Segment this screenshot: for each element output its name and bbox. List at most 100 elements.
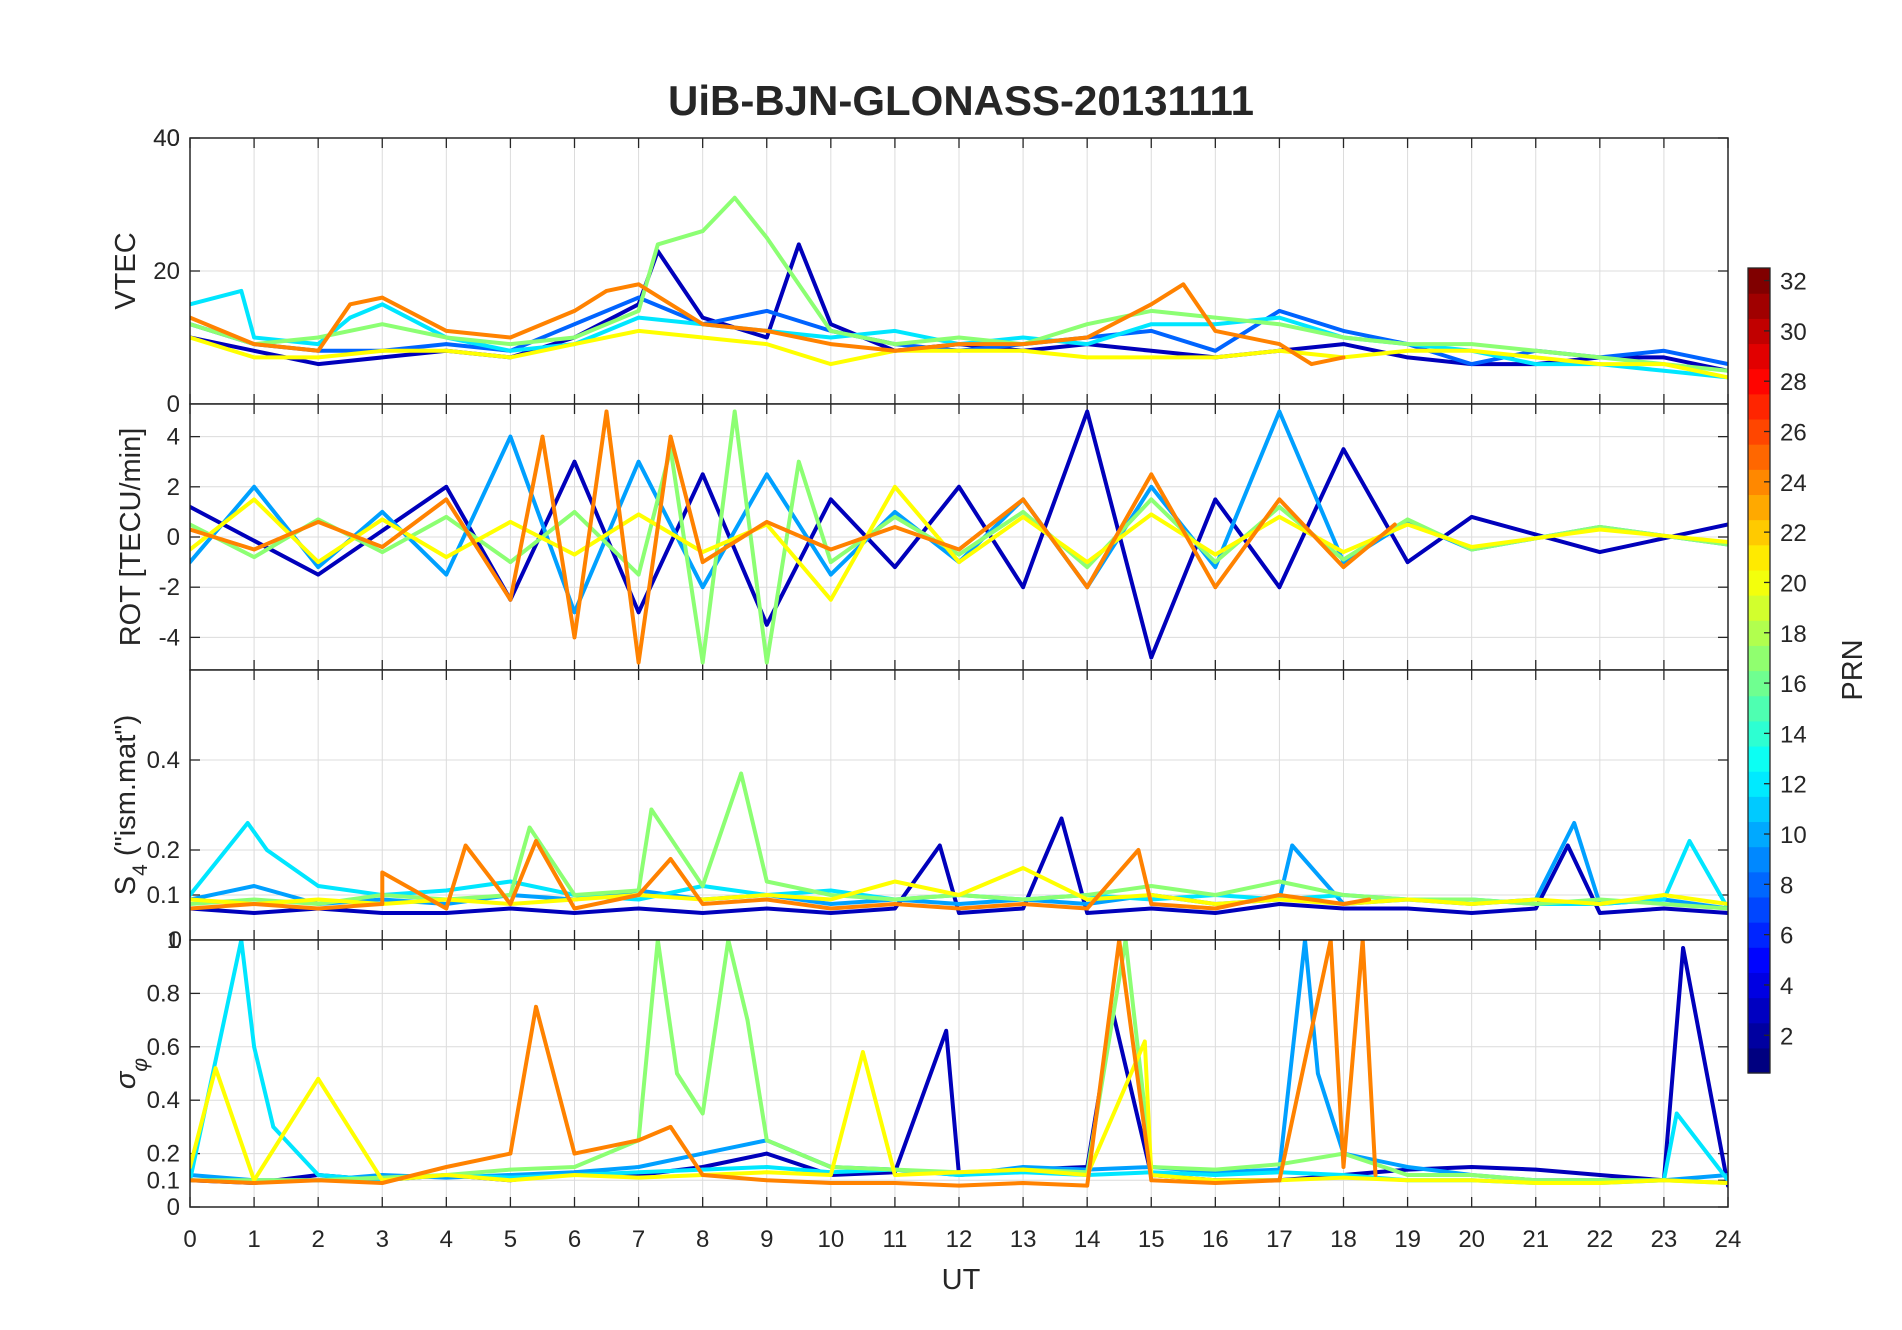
point-prn-2 (508, 906, 513, 911)
point-prn-17 (1405, 342, 1410, 346)
point-prn-17 (1341, 335, 1346, 340)
point-prn-17 (732, 409, 737, 414)
point-prn-23 (1021, 1181, 1025, 1185)
point-prn-12 (239, 289, 244, 293)
point-prn-23 (380, 545, 385, 549)
point-prn-23 (1136, 848, 1141, 852)
point-prn-2 (1662, 355, 1666, 360)
point-prn-2 (1277, 585, 1282, 589)
point-prn-23 (604, 409, 609, 414)
point-prn-20 (444, 1173, 449, 1177)
point-prn-17 (316, 902, 321, 906)
point-prn-2 (572, 459, 577, 464)
point-prn-20 (829, 597, 833, 602)
point-prn-20 (957, 560, 961, 564)
point-prn-17 (829, 329, 833, 333)
point-prn-23 (1085, 585, 1089, 589)
point-prn-23 (829, 1181, 833, 1185)
y-tick-label: 0.1 (147, 1167, 180, 1194)
point-prn-12 (1674, 1111, 1679, 1116)
point-prn-12 (1213, 322, 1218, 327)
point-prn-2 (1341, 906, 1346, 911)
point-prn-19 (1021, 349, 1025, 353)
point-prn-2 (938, 843, 942, 848)
point-prn-20 (444, 555, 449, 559)
point-prn-23 (1213, 585, 1218, 589)
point-prn-17 (1021, 510, 1025, 514)
colorbar-frame (1747, 267, 1771, 1074)
point-prn-20 (893, 485, 897, 489)
point-prn-2 (893, 906, 897, 911)
point-prn-10 (636, 1165, 641, 1169)
y-axis-label-suffix: ("ism.mat") (110, 715, 142, 864)
colorbar-segment (1748, 821, 1770, 848)
x-tick-label: 16 (1202, 1226, 1229, 1253)
point-prn-12 (1662, 897, 1666, 902)
point-prn-12 (1213, 1173, 1218, 1177)
point-prn-23 (380, 870, 385, 875)
point-prn-20 (1662, 893, 1666, 897)
y-axis-label: S4 ("ism.mat") (110, 715, 152, 896)
point-prn-2 (444, 485, 449, 489)
point-prn-20 (508, 520, 513, 524)
point-prn-23 (1367, 897, 1371, 902)
colorbar-tick-label: 30 (1780, 319, 1807, 346)
point-prn-8 (572, 322, 577, 327)
point-prn-23 (636, 660, 641, 665)
colorbar-segment (1748, 569, 1770, 596)
point-prn-23 (1393, 522, 1397, 527)
point-prn-23 (1149, 1178, 1154, 1183)
point-prn-2 (765, 906, 769, 911)
point-prn-23 (252, 1181, 256, 1185)
colorbar-segment (1748, 846, 1770, 873)
x-tick-label: 6 (568, 1226, 581, 1253)
point-prn-17 (1469, 1173, 1474, 1177)
point-prn-20 (1149, 512, 1154, 517)
point-prn-23 (1341, 902, 1346, 906)
point-prn-2 (700, 472, 705, 477)
x-tick-label: 12 (946, 1226, 973, 1253)
colorbar-segment (1748, 368, 1770, 395)
point-prn-17 (1534, 349, 1538, 353)
point-prn-17 (957, 552, 961, 557)
point-prn-19 (1277, 349, 1282, 353)
colorbar-segment (1748, 620, 1770, 646)
point-prn-2 (829, 497, 833, 502)
point-prn-20 (508, 1178, 513, 1183)
point-prn-19 (1213, 355, 1218, 360)
point-prn-2 (1213, 911, 1218, 915)
point-prn-12 (1021, 335, 1025, 340)
point-prn-23 (534, 1005, 538, 1009)
x-tick-label: 13 (1010, 1226, 1037, 1253)
point-prn-12 (245, 821, 250, 825)
point-prn-17 (636, 309, 641, 313)
point-prn-17 (700, 884, 705, 888)
point-prn-17 (508, 893, 513, 897)
point-prn-10 (1277, 409, 1282, 414)
point-prn-2 (316, 572, 321, 577)
point-prn-19 (508, 355, 513, 360)
x-tick-label: 4 (440, 1226, 453, 1253)
point-prn-12 (1277, 315, 1282, 320)
point-prn-2 (1149, 906, 1154, 911)
point-prn-23 (316, 1178, 321, 1183)
point-prn-20 (1534, 897, 1538, 902)
point-prn-17 (732, 196, 737, 200)
point-prn-10 (957, 902, 961, 906)
point-prn-23 (1341, 1165, 1346, 1169)
y-tick-label: 0 (167, 1194, 180, 1221)
point-prn-23 (829, 342, 833, 346)
point-prn-17 (700, 1111, 705, 1116)
point-prn-10 (1213, 565, 1218, 569)
point-prn-12 (271, 1125, 276, 1129)
point-prn-20 (1277, 515, 1282, 519)
point-prn-19 (1405, 349, 1410, 353)
colorbar-segment (1748, 896, 1770, 923)
point-prn-20 (1213, 902, 1218, 906)
series-group (190, 771, 1728, 915)
point-prn-2 (1277, 902, 1282, 906)
point-prn-17 (700, 229, 705, 233)
point-prn-17 (380, 322, 385, 327)
